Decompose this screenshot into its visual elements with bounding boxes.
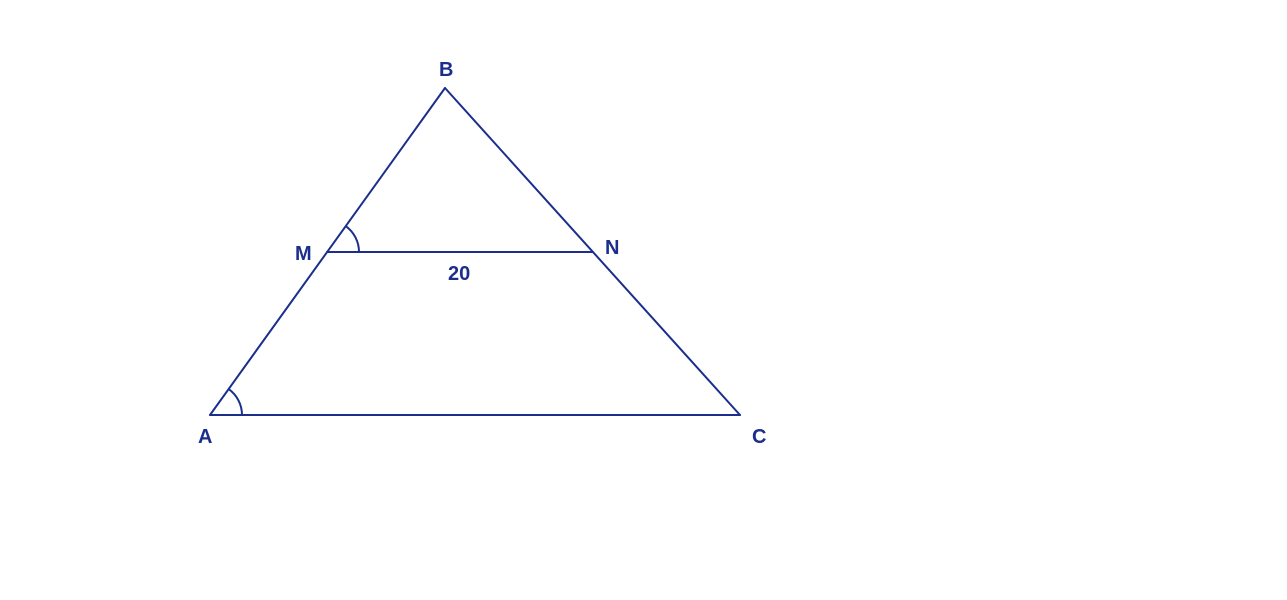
labels-layer: A B C M N 20 [198, 59, 766, 448]
angle-mark-M [346, 226, 359, 252]
vertex-label-B: B [439, 59, 453, 81]
geometry-diagram: A B C M N 20 [0, 0, 1287, 600]
vertex-label-N: N [605, 237, 619, 259]
vertex-label-M: M [295, 243, 312, 265]
edges-layer [210, 88, 740, 415]
angle-mark-A [229, 389, 242, 415]
edge-label-0: 20 [448, 263, 470, 285]
vertex-label-C: C [752, 426, 766, 448]
vertex-label-A: A [198, 426, 212, 448]
angle-marks-layer [229, 226, 359, 415]
